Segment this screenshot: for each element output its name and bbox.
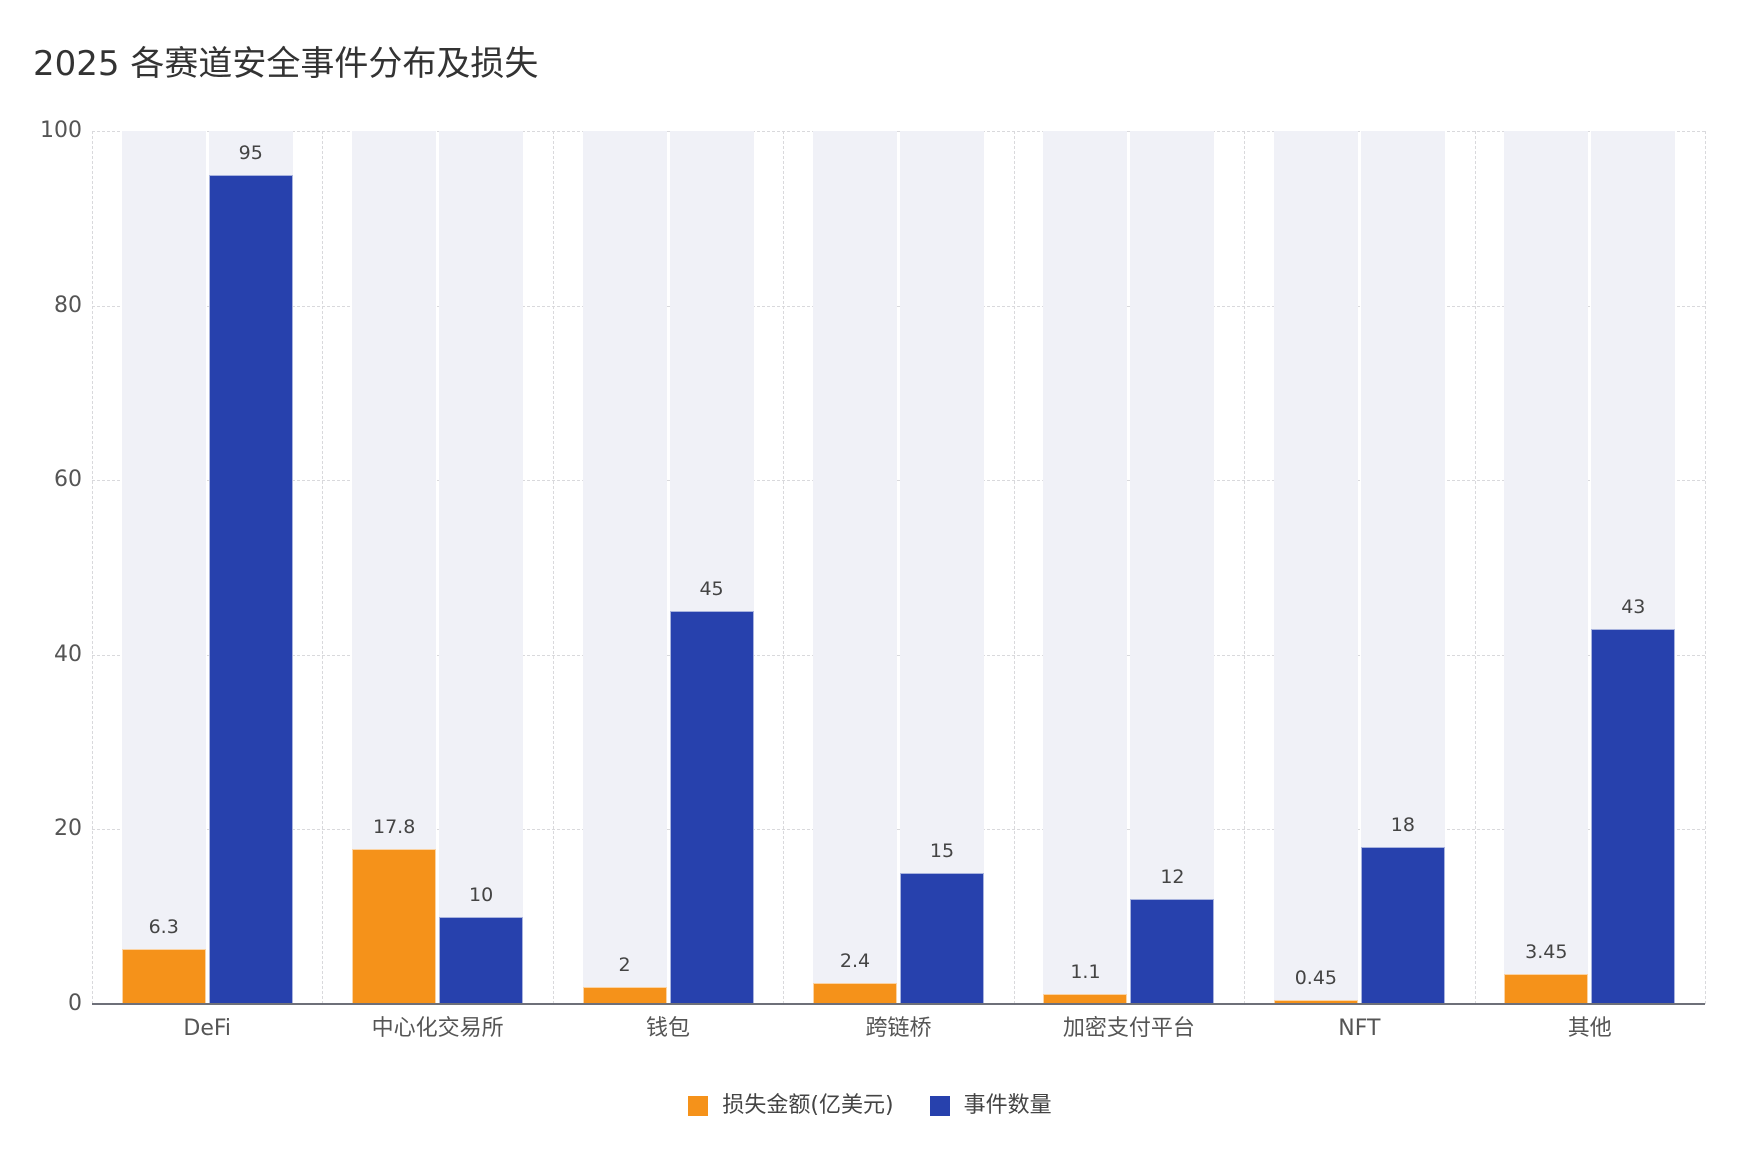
gridline-horizontal — [92, 829, 1705, 831]
gridline-vertical — [1474, 131, 1476, 1004]
bar-background-track — [900, 131, 984, 1004]
plot-area: 6.3 95 17.8 10 2 45 2.4 15 1.1 12 0.45 18 3.45 43 — [92, 131, 1706, 1005]
gridline-horizontal — [92, 305, 1705, 307]
y-tick-label: 20 — [54, 816, 82, 842]
x-category-label: 中心化交易所 — [371, 1016, 504, 1041]
y-tick-label: 60 — [54, 467, 82, 493]
y-tick-label: 40 — [54, 641, 82, 667]
bar-value-label: 15 — [929, 840, 955, 863]
bar-value-label: 3.45 — [1525, 940, 1568, 963]
gridline-horizontal — [92, 131, 1705, 132]
x-category-label: 加密支付平台 — [1062, 1016, 1195, 1041]
gridline-vertical — [322, 131, 324, 1004]
loss-amount-bar[interactable] — [813, 983, 897, 1004]
loss-amount-bar[interactable] — [1043, 994, 1128, 1004]
x-category-label: NFT — [1338, 1016, 1381, 1041]
gridline-vertical — [783, 131, 785, 1004]
gridline-vertical — [92, 131, 93, 1004]
bar-background-track — [813, 131, 897, 1004]
event-count-bar[interactable] — [208, 174, 293, 1004]
bar-background-track — [121, 131, 206, 1004]
bar-value-label: 2.4 — [839, 950, 871, 973]
event-count-bar[interactable] — [1360, 846, 1445, 1004]
y-tick-label: 100 — [40, 118, 82, 143]
legend-item-event-count[interactable]: 事件数量 — [929, 1092, 1052, 1120]
y-tick-label: 0 — [68, 991, 82, 1016]
x-axis-line — [92, 1003, 1705, 1005]
bar-background-track — [1273, 131, 1358, 1004]
bar-value-label: 1.1 — [1070, 961, 1101, 984]
bar-background-track — [1043, 131, 1128, 1004]
bar-value-label: 95 — [238, 141, 263, 164]
gridline-horizontal — [92, 654, 1705, 656]
x-category-label: DeFi — [183, 1016, 232, 1041]
event-count-bar[interactable] — [900, 873, 984, 1004]
event-count-bar[interactable] — [439, 916, 524, 1004]
bar-value-label: 2 — [618, 953, 631, 976]
event-count-bar[interactable] — [669, 611, 754, 1004]
legend-item-loss-amount[interactable]: 损失金额(亿美元) — [688, 1092, 894, 1120]
legend-label: 事件数量 — [963, 1093, 1052, 1118]
bar-value-label: 18 — [1390, 813, 1415, 836]
bar-value-label: 45 — [699, 578, 724, 601]
loss-amount-bar[interactable] — [121, 949, 206, 1004]
loss-amount-bar[interactable] — [582, 986, 667, 1004]
bar-background-track — [582, 131, 667, 1004]
gridline-vertical — [552, 131, 554, 1004]
bar-background-track — [439, 131, 524, 1004]
bar-value-label: 17.8 — [372, 815, 416, 838]
x-category-label: 钱包 — [646, 1016, 691, 1041]
gridline-vertical — [1705, 131, 1706, 1004]
x-category-label: 跨链桥 — [865, 1016, 932, 1041]
bar-value-label: 12 — [1160, 866, 1185, 889]
bar-value-label: 0.45 — [1294, 967, 1337, 990]
bar-value-label: 43 — [1621, 595, 1646, 618]
legend-label: 损失金额(亿美元) — [722, 1093, 894, 1118]
bar-background-track — [1504, 131, 1589, 1004]
event-count-bar[interactable] — [1591, 628, 1676, 1004]
bar-background-track — [1130, 131, 1215, 1004]
loss-amount-bar[interactable] — [352, 848, 437, 1004]
loss-amount-bar[interactable] — [1504, 973, 1589, 1004]
x-category-label: 其他 — [1567, 1016, 1612, 1041]
event-count-bar[interactable] — [1130, 899, 1215, 1004]
gridline-horizontal — [92, 480, 1705, 482]
bar-value-label: 10 — [469, 883, 494, 906]
chart-title: 2025 各赛道安全事件分布及损失 — [33, 44, 539, 84]
legend: 损失金额(亿美元) 事件数量 — [0, 1091, 1740, 1121]
gridline-vertical — [1244, 131, 1246, 1004]
bar-value-label: 6.3 — [148, 916, 179, 938]
y-tick-label: 80 — [54, 292, 82, 318]
loss-amount-bar[interactable] — [1273, 1000, 1358, 1004]
gridline-vertical — [1013, 131, 1015, 1004]
legend-swatch-icon — [688, 1096, 709, 1116]
legend-swatch-icon — [929, 1096, 950, 1116]
